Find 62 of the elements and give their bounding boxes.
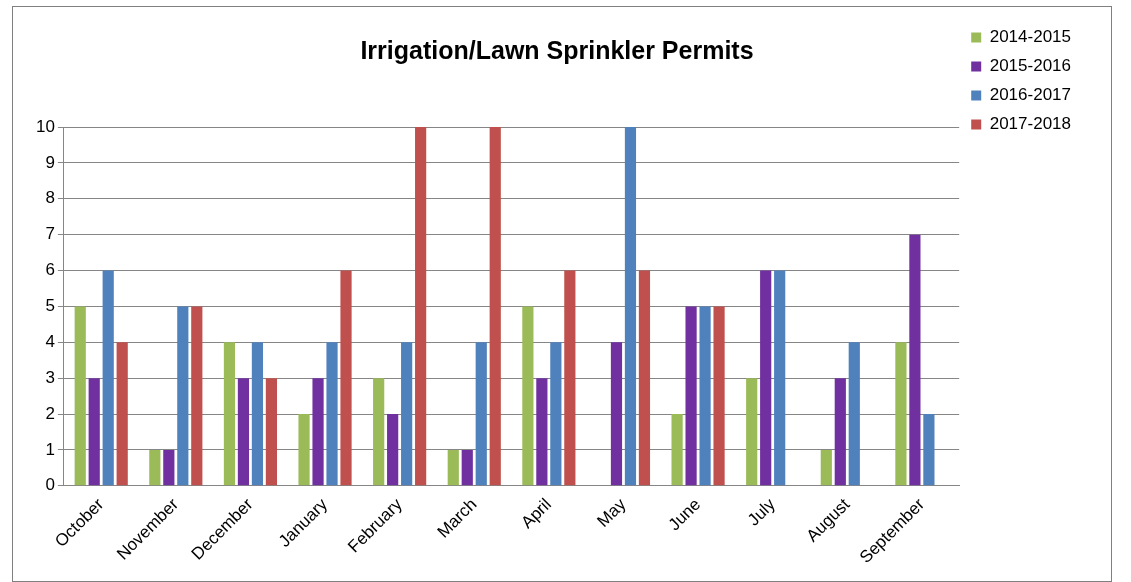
y-tick-label: 1 xyxy=(45,439,55,459)
bar xyxy=(251,342,264,486)
bar xyxy=(550,342,562,486)
bar xyxy=(774,270,786,486)
bar xyxy=(163,449,175,486)
chart-title: Irrigation/Lawn Sprinkler Permits xyxy=(360,35,754,64)
bar xyxy=(223,342,236,486)
bar xyxy=(713,306,725,486)
y-tick-label: 5 xyxy=(45,296,55,316)
bar xyxy=(475,342,487,486)
y-tick-label: 0 xyxy=(45,475,55,495)
bar xyxy=(298,414,310,486)
y-tick-label: 4 xyxy=(45,331,55,351)
bar xyxy=(447,449,459,486)
bar xyxy=(340,270,352,486)
bar xyxy=(760,270,772,486)
bar xyxy=(536,378,548,486)
bar xyxy=(834,378,846,486)
bar xyxy=(923,414,935,486)
bar xyxy=(265,378,278,486)
bar xyxy=(909,234,921,486)
bar xyxy=(699,306,711,486)
bar xyxy=(191,306,203,486)
bar xyxy=(74,306,86,486)
bar xyxy=(489,127,501,486)
bar xyxy=(373,378,385,486)
bar xyxy=(326,342,338,486)
y-tick-label: 7 xyxy=(45,224,55,244)
bar xyxy=(895,342,907,486)
legend-label: 2015-2016 xyxy=(989,56,1072,76)
y-tick-label: 10 xyxy=(35,116,55,136)
y-tick-label: 6 xyxy=(45,260,55,280)
y-tick-label: 2 xyxy=(45,403,55,423)
bar xyxy=(149,449,161,486)
bar xyxy=(820,449,832,486)
bar xyxy=(237,378,250,486)
bar xyxy=(638,270,651,486)
x-tick-label: May xyxy=(593,494,630,531)
bar xyxy=(610,342,623,486)
y-tick-label: 8 xyxy=(45,188,55,208)
bar xyxy=(685,306,697,486)
legend-label: 2016-2017 xyxy=(989,85,1072,105)
bar xyxy=(746,378,758,486)
y-tick-label: 9 xyxy=(45,152,55,172)
bar xyxy=(88,378,100,486)
y-tick-label: 3 xyxy=(45,367,55,387)
legend-label: 2017-2018 xyxy=(989,114,1072,134)
bar xyxy=(387,414,399,486)
bar xyxy=(671,414,683,486)
bar xyxy=(401,342,413,486)
bar xyxy=(848,342,860,486)
bar xyxy=(564,270,576,486)
legend-label: 2014-2015 xyxy=(989,27,1072,47)
bar xyxy=(624,127,637,486)
bar xyxy=(522,306,534,486)
bar xyxy=(116,342,128,486)
bar xyxy=(415,127,427,486)
x-tick-label: July xyxy=(744,494,780,530)
bar xyxy=(312,378,324,486)
bar xyxy=(102,270,114,486)
bar xyxy=(461,449,473,486)
bar xyxy=(177,306,189,486)
